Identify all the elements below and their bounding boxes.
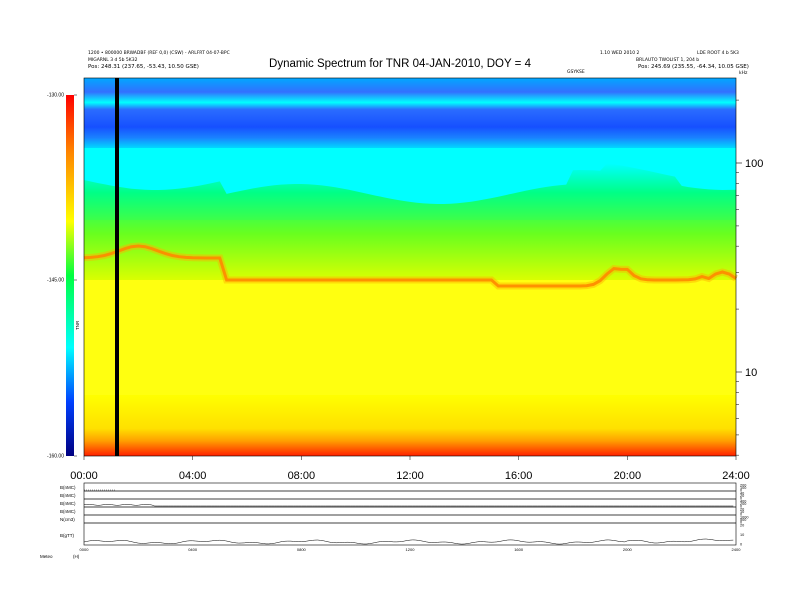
panel-time-label: 1600 xyxy=(514,547,524,552)
panel-right-tick-label: 0 xyxy=(740,497,742,501)
emission-ridge-halo xyxy=(83,242,738,290)
panel-right-tick-label: 0 xyxy=(740,543,742,547)
data-gap-line xyxy=(115,78,119,456)
panel-right-tick-label: 500 xyxy=(740,518,746,522)
panel-time-label: 2000 xyxy=(623,547,633,552)
panel-time-label: 1200 xyxy=(406,547,416,552)
panel-time-label: 0000 xyxy=(80,547,90,552)
panel-time-axis: 0000 0400 0800 1200 1600 2000 2400 xyxy=(80,547,742,552)
colorbar-label: TNR xyxy=(75,320,80,330)
panel-right-tick-label: 1000 xyxy=(740,516,748,520)
panel-right-tick-label: 200 xyxy=(740,502,746,506)
colorbar-tick-label: -145.00 xyxy=(47,278,64,284)
low-frequency-band xyxy=(84,395,736,456)
header-pos-left: Pos: 248.31 (237.65, -53.43, 10.50 GSE) xyxy=(88,64,199,70)
time-tick-label: 12:00 xyxy=(396,470,424,482)
emission-ridge xyxy=(83,244,737,288)
panel-right-tick-label: 0 xyxy=(740,521,742,525)
panel-label: B(gTT) xyxy=(60,533,75,538)
panel-right-tick-label: 100 xyxy=(740,486,746,490)
colorbar xyxy=(66,95,74,456)
panel-time-label: 2400 xyxy=(732,547,742,552)
panel-right-tick-label: 20 xyxy=(740,494,744,498)
footer-value: (H) xyxy=(73,554,80,559)
header-info-right-2: LDE ROOT 4 b 5K3 xyxy=(697,51,739,56)
panel-series-line xyxy=(83,504,734,507)
colorbar-ticks: -130.00 -145.00 -160.00 xyxy=(47,93,77,460)
panel-right-tick-label: 0 xyxy=(740,489,742,493)
panel-time-label: 0400 xyxy=(188,547,198,552)
green-transition-region xyxy=(84,163,736,280)
panel-right-tick-label: 0 xyxy=(740,513,742,517)
colorbar-tick-label: -160.00 xyxy=(47,454,64,460)
freq-tick-label: 10 xyxy=(745,367,757,379)
time-tick-label: 04:00 xyxy=(179,470,207,482)
panel-label: B(nMC) xyxy=(60,485,76,490)
spectrogram-plot xyxy=(83,77,738,457)
time-tick-label: 00:00 xyxy=(70,470,98,482)
panel-right-tick-label: 400 xyxy=(740,500,746,504)
panel-right-tick-label: 10 xyxy=(740,533,744,537)
chart-title: Dynamic Spectrum for TNR 04-JAN-2010, DO… xyxy=(269,58,531,70)
footer-label: Meteo xyxy=(40,554,53,559)
freq-tick-label: 100 xyxy=(745,158,763,170)
header-info-left-2: MIGARNL 3 d 5b 5K32 xyxy=(88,58,138,63)
panel-label: B(nMC) xyxy=(60,501,76,506)
panel-time-label: 0800 xyxy=(297,547,307,552)
frequency-axis: 100 10 xyxy=(736,99,763,456)
top-blue-band xyxy=(84,78,736,148)
panel-series-line xyxy=(83,538,734,545)
time-tick-label: 20:00 xyxy=(614,470,642,482)
panel-right-tick-label: 200 xyxy=(740,484,746,488)
panel-label: B(nMC) xyxy=(60,509,76,514)
time-axis: 00:00 04:00 08:00 12:00 16:00 20:00 24:00 xyxy=(70,456,750,482)
panel-right-tick-label: 20 xyxy=(740,508,744,512)
header-mid-label: GSYKSE xyxy=(567,70,585,75)
panel-label: N(cm3) xyxy=(60,517,75,522)
time-tick-label: 16:00 xyxy=(505,470,533,482)
header-pos-right: Pos: 245.69 (235.55, -64.34, 10.05 GSE) xyxy=(638,64,749,70)
panel-right-tick-label: 20 xyxy=(740,524,744,528)
panel-right-tick-label: 10 xyxy=(740,510,744,514)
colorbar-tick-label: -130.00 xyxy=(47,93,64,99)
panel-right-tick-label: 40 xyxy=(740,492,744,496)
header-info-right-1: 1.10 WED 2010 2 xyxy=(600,51,640,56)
panel-right-tick-label: 0 xyxy=(740,505,742,509)
panel-label: B(nMC) xyxy=(60,493,76,498)
time-tick-label: 24:00 xyxy=(722,470,750,482)
time-tick-label: 08:00 xyxy=(288,470,316,482)
khz-unit-label: kHz xyxy=(739,71,748,76)
header-info-right-3: BRLAUTO TWOLIST 1, 204 b xyxy=(636,58,700,63)
header-info-left-1: 1200 • 800000 BRWADBF (REF 0,0) (CSW) - … xyxy=(88,51,230,56)
panels-frame xyxy=(83,482,737,546)
